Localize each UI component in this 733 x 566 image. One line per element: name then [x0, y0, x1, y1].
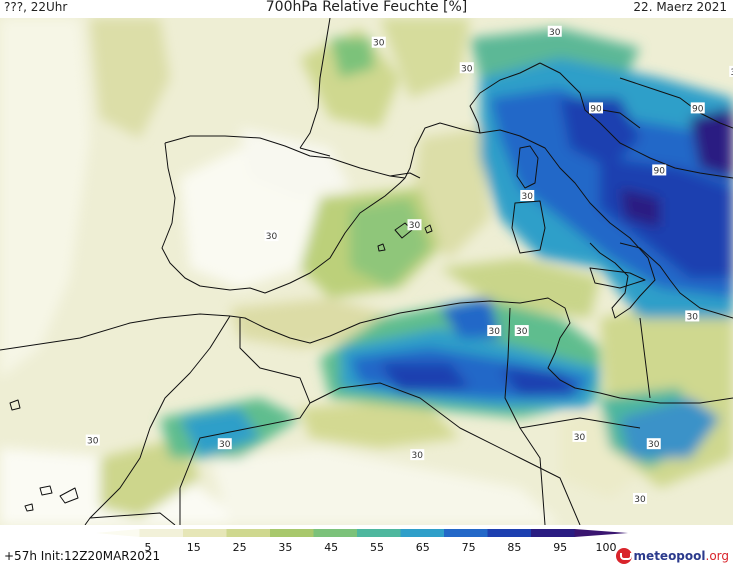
contour-label-bg: [547, 25, 562, 37]
meteopool-logo-icon: [615, 548, 632, 564]
contour-label: 30: [516, 327, 528, 337]
legend-swatch: [531, 529, 575, 537]
contour-label: 30: [574, 433, 586, 443]
contour-label-bg: [589, 102, 603, 114]
legend-swatch: [574, 529, 628, 537]
contour-label: 30: [373, 39, 385, 49]
logo-main: meteopool: [633, 549, 706, 563]
legend-tick-label: 5: [145, 541, 152, 554]
legend-ticks: 5 15 25 35 45 55 65 75 85 95 100: [145, 541, 617, 554]
contour-label-bg: [690, 102, 705, 114]
legend-swatch: [444, 529, 488, 537]
legend-tick-label: 85: [507, 541, 521, 554]
contour-label-bg: [371, 36, 386, 48]
contour-label: 30: [648, 440, 660, 450]
logo-suffix: .org: [705, 549, 730, 563]
legend-swatch: [487, 529, 532, 537]
contour-label-bg: [459, 62, 474, 74]
contour-label: 90: [590, 104, 602, 114]
coastlines: [0, 18, 733, 525]
contour-label-bg: [410, 449, 425, 461]
contour-label: 30: [461, 64, 473, 74]
valid-time-label: ???, 22Uhr: [4, 0, 68, 14]
contour-label-bg: [572, 430, 587, 442]
contour-label-bg: [407, 219, 422, 231]
contour-label: 30: [634, 495, 646, 505]
legend-swatch: [183, 529, 227, 537]
legend-swatch: [357, 529, 401, 537]
legend-tick-label: 15: [187, 541, 201, 554]
contour-label: 90: [654, 166, 666, 176]
contour-label: 30: [549, 28, 561, 38]
contour-label: 30: [266, 232, 278, 242]
contour-label: 30: [522, 192, 534, 202]
legend-swatch: [400, 529, 445, 537]
legend-swatch: [313, 529, 358, 537]
contour-label-bg: [514, 325, 529, 337]
map-title: 700hPa Relative Feuchte [%]: [265, 0, 468, 15]
valid-date-label: 22. Maerz 2021: [633, 0, 727, 14]
contour-label-bg: [85, 434, 100, 446]
contour-label: 30: [731, 68, 733, 78]
contour-label: 90: [692, 104, 704, 114]
init-time-label: +57h Init:12Z20MAR2021: [4, 549, 161, 563]
contour-label: 30: [87, 437, 99, 447]
contour-label: 30: [219, 440, 231, 450]
logo-text: meteopool.org: [634, 549, 729, 563]
legend-tick-label: 100: [596, 541, 617, 554]
legend-tick-label: 35: [278, 541, 292, 554]
color-legend: 5 15 25 35 45 55 65 75 85 95 100: [96, 529, 628, 554]
contour-label: 30: [409, 221, 421, 231]
legend-tick-label: 55: [370, 541, 384, 554]
contour-label-bg: [729, 65, 733, 77]
legend-tick-label: 45: [324, 541, 338, 554]
contour-label: 30: [687, 312, 699, 322]
meteopool-logo: meteopool.org: [615, 547, 729, 565]
legend-swatch: [226, 529, 271, 537]
contour-label-bg: [685, 310, 700, 322]
header: ???, 22Uhr 700hPa Relative Feuchte [%] 2…: [0, 0, 733, 18]
humidity-map: 3030303030909090309030303030303030303030…: [0, 18, 733, 525]
contour-label: 30: [489, 327, 501, 337]
contour-label-bg: [520, 190, 535, 201]
contour-label-bg: [652, 164, 667, 176]
contour-label-bg: [264, 230, 279, 242]
legend-tick-label: 75: [462, 541, 476, 554]
legend-swatch: [139, 529, 184, 537]
legend-swatch: [270, 529, 314, 537]
humidity-field: [0, 18, 733, 525]
contour-label-bg: [487, 325, 502, 337]
contour-labels: 3030303030909090309030303030303030303030…: [85, 25, 733, 505]
contour-label-bg: [633, 492, 647, 504]
contour-label-bg: [646, 438, 661, 450]
contour-label-bg: [217, 438, 232, 450]
legend-tick-label: 65: [416, 541, 430, 554]
contour-label: 30: [412, 451, 424, 461]
legend-tick-label: 95: [553, 541, 567, 554]
legend-tick-label: 25: [233, 541, 247, 554]
legend-swatch: [96, 529, 140, 537]
legend-bar: [96, 529, 628, 537]
